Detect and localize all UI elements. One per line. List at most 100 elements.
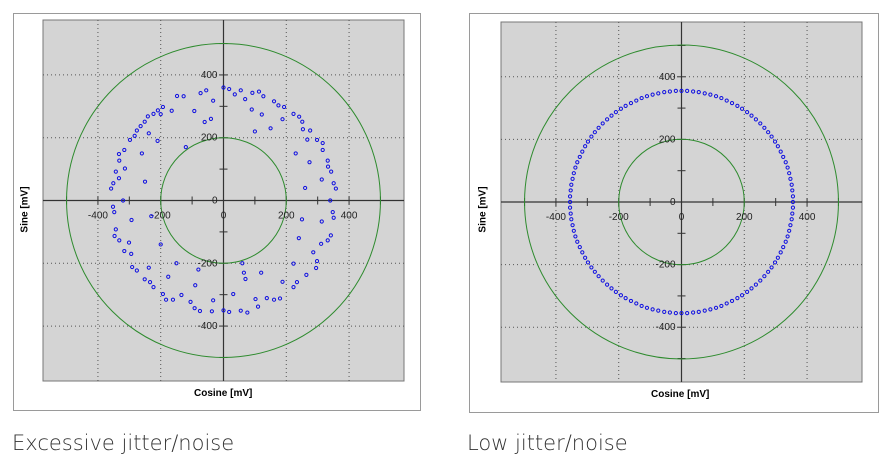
data-point [596, 274, 601, 279]
data-point [328, 233, 333, 238]
data-point [293, 151, 298, 156]
data-point [325, 238, 330, 243]
data-point [762, 125, 767, 130]
data-point [781, 244, 786, 250]
data-point [766, 130, 771, 135]
data-point [739, 293, 745, 298]
y-tick-label: 0 [670, 197, 676, 208]
data-point [117, 158, 122, 163]
data-point [276, 103, 281, 108]
data-point [188, 299, 193, 304]
data-point [296, 236, 301, 241]
data-point [724, 301, 729, 306]
data-point [240, 261, 245, 266]
data-point [785, 165, 790, 170]
data-point [268, 126, 273, 131]
data-point [656, 308, 661, 313]
data-point [790, 205, 796, 210]
data-point [193, 283, 198, 288]
data-point [300, 127, 306, 132]
data-point [600, 278, 605, 283]
data-point [569, 217, 574, 222]
chart-panel-excessive-jitter: -400 -200 0 200 400 400 200 0 -200 -400 Sine [mV]… [13, 13, 421, 411]
data-point [227, 309, 232, 315]
data-point [120, 198, 126, 203]
data-point [329, 169, 334, 174]
data-point [158, 112, 163, 117]
data-point [634, 98, 639, 103]
data-point [650, 92, 655, 97]
data-point [789, 217, 794, 222]
data-point [713, 305, 719, 310]
x-tick-label: 200 [278, 211, 295, 222]
data-point [243, 97, 248, 102]
x-axis-label: Cosine [mV] [194, 388, 253, 399]
data-point [783, 239, 788, 244]
data-point [130, 264, 135, 270]
x-tick-label: 200 [736, 212, 753, 223]
data-point [256, 89, 262, 94]
data-point [325, 164, 331, 169]
data-point [685, 311, 690, 316]
data-point [146, 131, 151, 136]
data-point [280, 279, 285, 284]
data-point [585, 260, 591, 265]
data-point [618, 293, 624, 298]
data-point [155, 138, 160, 143]
data-point [788, 223, 793, 228]
x-tick-label: 0 [679, 212, 685, 223]
scatter-plot: -400 -200 0 200 400 400 200 0 -200 -400 [500, 21, 863, 383]
data-point [775, 255, 780, 260]
data-point [580, 250, 585, 255]
data-point [311, 250, 316, 255]
data-point [211, 298, 216, 303]
data-point [609, 113, 614, 118]
data-point [762, 274, 767, 279]
data-point [769, 134, 774, 139]
data-point [271, 99, 277, 104]
data-point [126, 240, 132, 245]
data-point [650, 307, 655, 312]
y-tick-label: 400 [659, 72, 676, 83]
data-point [320, 147, 325, 153]
x-tick-label: 400 [341, 211, 358, 222]
data-point [183, 145, 188, 150]
data-point [679, 311, 684, 316]
data-point [320, 140, 325, 146]
data-point [319, 219, 324, 224]
data-point [570, 176, 575, 181]
data-point [134, 268, 139, 273]
data-point [221, 85, 226, 90]
x-tick-label: -200 [609, 212, 629, 223]
data-point [174, 93, 180, 99]
data-point [719, 303, 724, 309]
data-point [790, 188, 795, 193]
data-point [314, 137, 320, 143]
data-point [277, 296, 283, 301]
data-point [132, 133, 137, 138]
data-point [735, 103, 740, 108]
data-point [245, 310, 250, 315]
data-point [753, 117, 758, 122]
data-point [639, 95, 644, 101]
data-point [753, 282, 758, 287]
data-point [138, 124, 143, 129]
data-point [729, 100, 735, 106]
data-point [568, 188, 573, 193]
data-point [129, 251, 134, 256]
data-point [634, 301, 639, 306]
data-point [585, 139, 591, 144]
data-point [613, 289, 618, 294]
data-point [713, 94, 719, 99]
data-point [291, 261, 296, 266]
data-point [772, 260, 778, 265]
data-point [628, 298, 634, 304]
data-point [702, 91, 707, 96]
data-point [319, 177, 324, 182]
data-point [198, 91, 203, 96]
data-point [308, 128, 313, 133]
data-point [583, 144, 588, 149]
data-point [116, 176, 122, 181]
y-tick-label: -400 [655, 322, 675, 333]
y-axis-label: Sine [mV] [477, 186, 489, 233]
